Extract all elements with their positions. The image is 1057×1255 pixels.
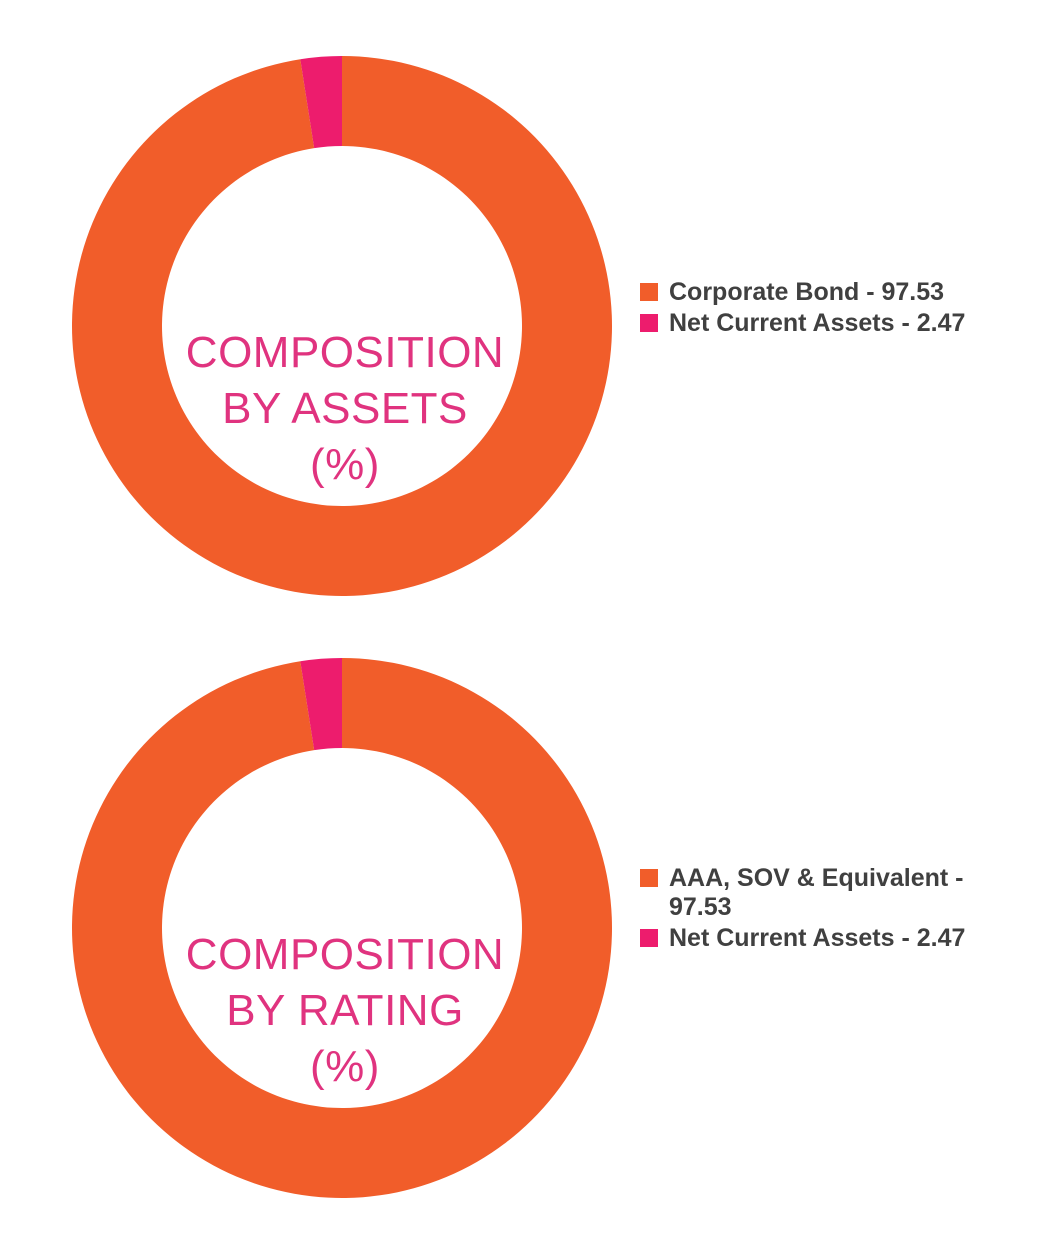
center-title-line: BY ASSETS [222, 384, 468, 433]
donut-chart-assets [72, 56, 612, 597]
center-title-line: (%) [310, 1042, 380, 1091]
donut-slice [72, 56, 612, 597]
center-title-assets: COMPOSITION BY ASSETS (%) [180, 325, 510, 493]
legend-item-corporate-bond: Corporate Bond - 97.53 [640, 278, 1040, 307]
donut-chart-rating [72, 658, 612, 1198]
legend-label: Corporate Bond - 97.53 [669, 278, 945, 306]
donut-slice [72, 658, 612, 1198]
legend-swatch [640, 929, 658, 947]
composition-by-assets-chart: COMPOSITION BY ASSETS (%) Corporate Bond… [0, 0, 1057, 600]
center-title-line: (%) [310, 440, 380, 489]
legend-swatch [640, 869, 658, 887]
composition-by-rating-chart: COMPOSITION BY RATING (%) AAA, SOV & Equ… [0, 602, 1057, 1202]
center-title-rating: COMPOSITION BY RATING (%) [180, 927, 510, 1095]
legend-label: Net Current Assets - 2.47 [669, 924, 966, 952]
donut-slice [300, 56, 342, 149]
legend-label: AAA, SOV & Equivalent - 97.53 [669, 864, 964, 921]
legend-item-net-current-assets: Net Current Assets - 2.47 [640, 924, 1040, 953]
donut-slice [300, 658, 342, 751]
center-title-line: BY RATING [226, 986, 464, 1035]
legend-swatch [640, 314, 658, 332]
legend-rating: AAA, SOV & Equivalent - 97.53 Net Curren… [640, 864, 1040, 955]
center-title-line: COMPOSITION [185, 328, 505, 377]
legend-swatch [640, 283, 658, 301]
legend-assets: Corporate Bond - 97.53 Net Current Asset… [640, 278, 1040, 340]
center-title-line: COMPOSITION [185, 930, 505, 979]
legend-item-net-current-assets: Net Current Assets - 2.47 [640, 309, 1040, 338]
legend-label: Net Current Assets - 2.47 [669, 309, 966, 337]
legend-item-aaa-sov-equivalent: AAA, SOV & Equivalent - 97.53 [640, 864, 999, 922]
